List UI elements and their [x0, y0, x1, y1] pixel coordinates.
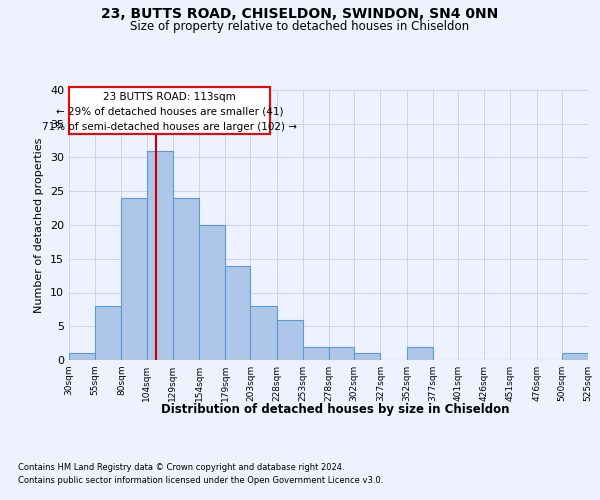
Bar [69, 353, 95, 360]
Text: 23, BUTTS ROAD, CHISELDON, SWINDON, SN4 0NN: 23, BUTTS ROAD, CHISELDON, SWINDON, SN4 … [101, 8, 499, 22]
Bar [354, 353, 380, 360]
Y-axis label: Number of detached properties: Number of detached properties [34, 138, 44, 312]
Bar [250, 306, 277, 360]
Bar [121, 198, 146, 360]
Text: Contains public sector information licensed under the Open Government Licence v3: Contains public sector information licen… [18, 476, 383, 485]
Bar [277, 320, 303, 360]
Bar [146, 150, 173, 360]
Bar [562, 353, 588, 360]
Bar [173, 198, 199, 360]
Bar [407, 346, 433, 360]
Bar [329, 346, 354, 360]
FancyBboxPatch shape [69, 86, 271, 134]
Text: Distribution of detached houses by size in Chiseldon: Distribution of detached houses by size … [161, 402, 509, 415]
Bar [199, 225, 225, 360]
Text: 71% of semi-detached houses are larger (102) →: 71% of semi-detached houses are larger (… [42, 122, 297, 132]
Bar [303, 346, 329, 360]
Text: 23 BUTTS ROAD: 113sqm: 23 BUTTS ROAD: 113sqm [103, 92, 236, 102]
Text: Contains HM Land Registry data © Crown copyright and database right 2024.: Contains HM Land Registry data © Crown c… [18, 462, 344, 471]
Bar [95, 306, 121, 360]
Text: ← 29% of detached houses are smaller (41): ← 29% of detached houses are smaller (41… [56, 107, 283, 117]
Bar [225, 266, 250, 360]
Text: Size of property relative to detached houses in Chiseldon: Size of property relative to detached ho… [130, 20, 470, 33]
